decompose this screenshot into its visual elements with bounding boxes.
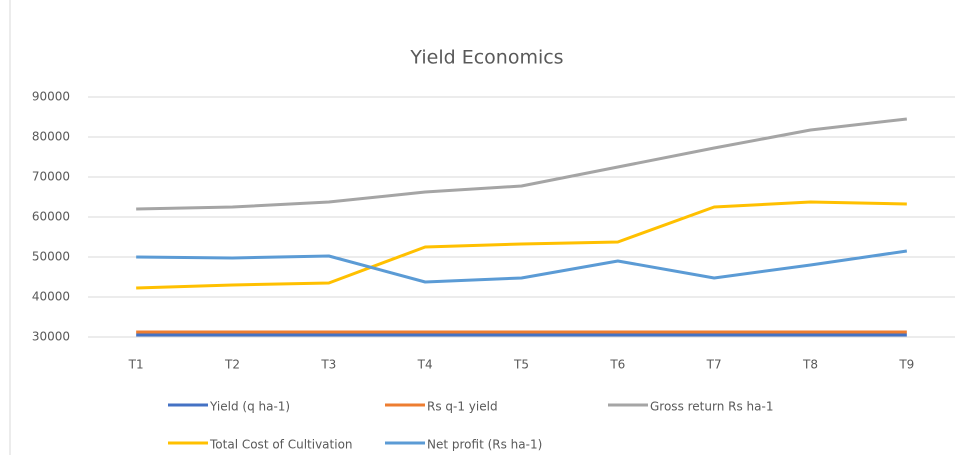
y-tick-label: 70000 <box>32 170 70 184</box>
legend-label: Yield (q ha-1) <box>209 400 290 414</box>
series-line <box>136 117 908 211</box>
y-tick-label: 80000 <box>32 130 70 144</box>
legend-label: Gross return Rs ha-1 <box>650 400 773 414</box>
y-tick-label: 90000 <box>32 90 70 104</box>
y-tick-label: 40000 <box>32 290 70 304</box>
y-tick-label: 30000 <box>32 330 70 344</box>
x-tick-label: T1 <box>128 358 144 372</box>
y-tick-label: 50000 <box>32 250 70 264</box>
x-tick-label: T9 <box>898 358 914 372</box>
legend-label: Rs q-1 yield <box>427 400 498 414</box>
x-tick-label: T4 <box>417 358 433 372</box>
series-line <box>136 200 907 290</box>
x-tick-label: T8 <box>802 358 818 372</box>
series-line <box>136 249 908 284</box>
legend-label: Total Cost of Cultivation <box>209 438 353 452</box>
x-tick-label: T7 <box>706 358 722 372</box>
legend-label: Net profit (Rs ha-1) <box>427 438 542 452</box>
x-tick-label: T6 <box>609 358 625 372</box>
x-tick-label: T3 <box>320 358 336 372</box>
x-tick-label: T5 <box>513 358 529 372</box>
x-tick-label: T2 <box>224 358 240 372</box>
y-tick-label: 60000 <box>32 210 70 224</box>
chart-title: Yield Economics <box>409 47 563 69</box>
